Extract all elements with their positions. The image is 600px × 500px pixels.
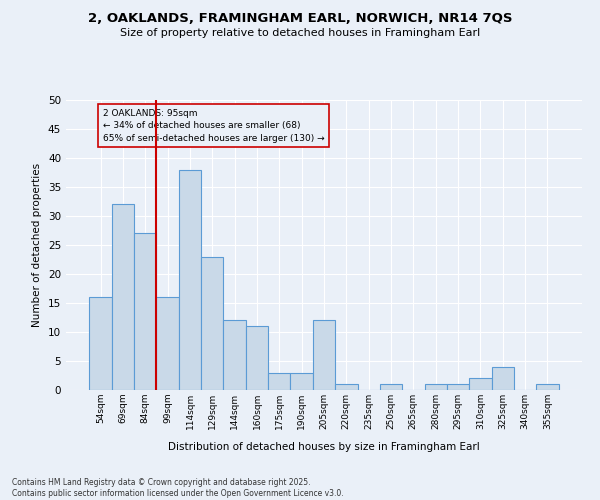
Text: 2 OAKLANDS: 95sqm
← 34% of detached houses are smaller (68)
65% of semi-detached: 2 OAKLANDS: 95sqm ← 34% of detached hous… bbox=[103, 108, 325, 142]
Text: Contains HM Land Registry data © Crown copyright and database right 2025.
Contai: Contains HM Land Registry data © Crown c… bbox=[12, 478, 344, 498]
Bar bbox=[447, 384, 469, 390]
Bar bbox=[491, 367, 514, 390]
Bar bbox=[469, 378, 491, 390]
Text: 2, OAKLANDS, FRAMINGHAM EARL, NORWICH, NR14 7QS: 2, OAKLANDS, FRAMINGHAM EARL, NORWICH, N… bbox=[88, 12, 512, 26]
Bar bbox=[380, 384, 402, 390]
Bar bbox=[268, 372, 290, 390]
Bar bbox=[201, 256, 223, 390]
Bar bbox=[335, 384, 358, 390]
Bar bbox=[112, 204, 134, 390]
Bar bbox=[179, 170, 201, 390]
Y-axis label: Number of detached properties: Number of detached properties bbox=[32, 163, 43, 327]
Bar bbox=[246, 326, 268, 390]
Bar bbox=[89, 297, 112, 390]
Bar bbox=[425, 384, 447, 390]
Bar bbox=[157, 297, 179, 390]
Bar bbox=[313, 320, 335, 390]
Bar bbox=[223, 320, 246, 390]
Text: Size of property relative to detached houses in Framingham Earl: Size of property relative to detached ho… bbox=[120, 28, 480, 38]
Bar bbox=[536, 384, 559, 390]
Bar bbox=[290, 372, 313, 390]
Text: Distribution of detached houses by size in Framingham Earl: Distribution of detached houses by size … bbox=[168, 442, 480, 452]
Bar bbox=[134, 234, 157, 390]
